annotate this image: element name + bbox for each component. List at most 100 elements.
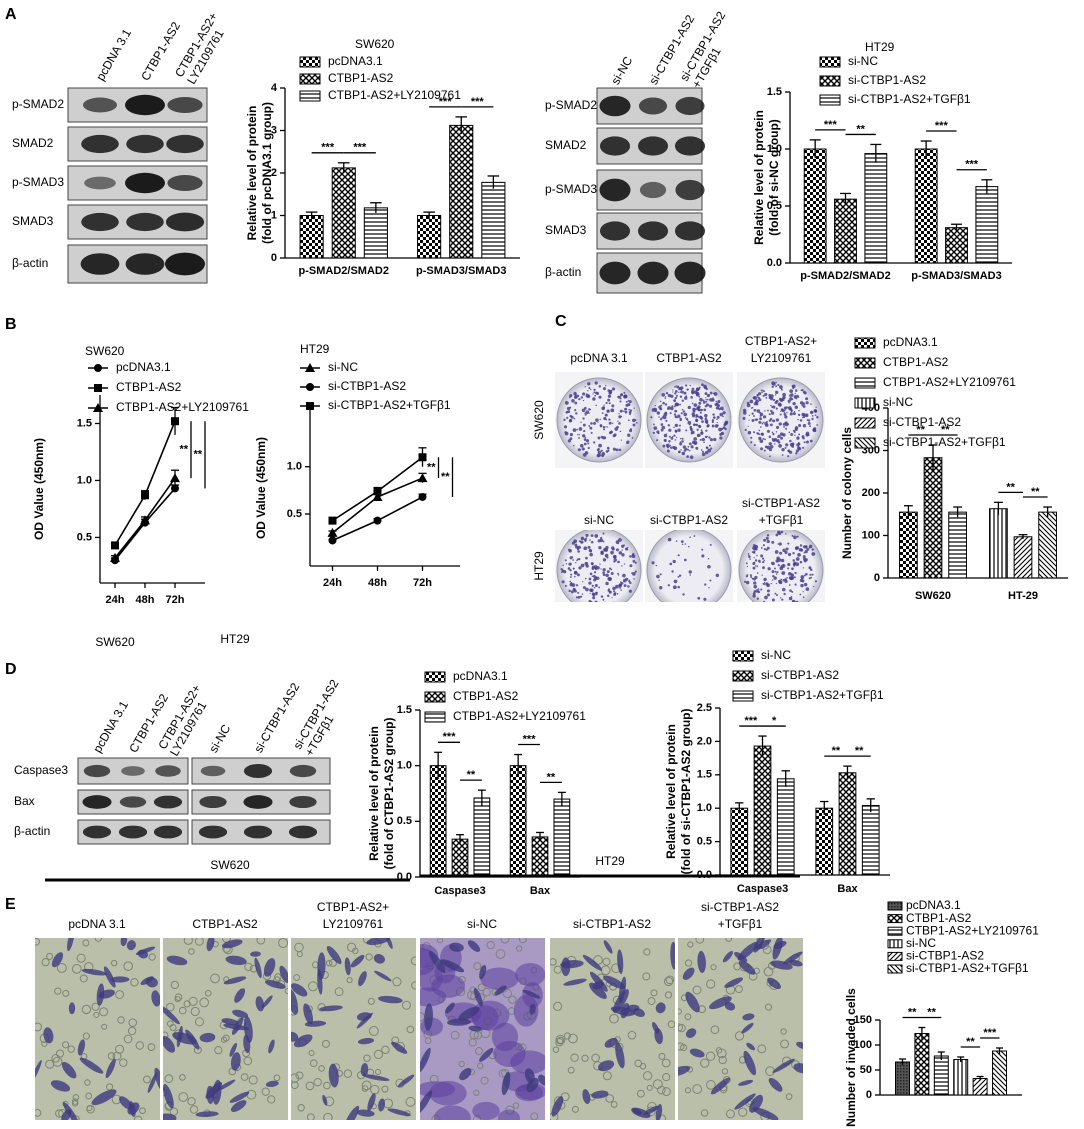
colony [571,399,575,403]
pore [642,972,651,981]
colony [787,542,790,545]
pore [318,1065,325,1072]
blot-band [121,766,145,776]
colony [708,587,710,589]
colony [678,388,680,391]
colony [686,388,689,391]
y-tick-label: 1.0 [77,474,92,486]
colony [704,450,709,455]
pore [243,1056,253,1066]
y-axis-label: OD Value (450nm) [32,438,46,540]
colony [667,537,672,542]
colony [609,567,612,570]
colony [610,550,614,555]
y-axis-label: (fold of CTBP1-AS2 group) [382,718,396,870]
pore [297,1104,305,1112]
colony [790,573,795,577]
colony [673,399,677,402]
x-tick-label: p-SMAD3/SMAD3 [911,270,1001,282]
photo-label: CTBP1-AS2 [192,917,258,931]
colony [751,419,755,423]
pore [190,1006,200,1017]
colony [608,402,611,405]
photo-label: si-CTBP1-AS2 [701,900,779,914]
y-tick-label: 150 [854,1014,872,1026]
colony [778,397,782,401]
marker [373,516,382,525]
colony [607,398,611,402]
colony [596,576,600,580]
colony [793,411,796,413]
colony [718,427,723,432]
colony [709,543,712,546]
photo-bg [35,938,160,1120]
colony [750,441,753,444]
colony [782,587,786,592]
pore [500,938,510,944]
colony [783,566,786,568]
colony [791,442,795,446]
colony [801,435,805,438]
pore [117,1016,125,1024]
colony [771,598,775,602]
pore [82,1032,90,1040]
colony [618,415,622,419]
colony [708,394,710,396]
y-tick-label: 0 [271,252,277,264]
cell [493,1040,526,1068]
colony [770,582,773,585]
colony [809,573,812,576]
colony [573,444,575,447]
cell [344,957,351,976]
colony [673,579,678,584]
pore [519,938,527,944]
cell [77,1039,86,1056]
cell [710,1077,731,1095]
cell [326,945,342,965]
colony [798,433,801,436]
colony [580,421,582,423]
pore [687,941,694,948]
colony [582,581,584,583]
colony [572,587,576,592]
cell [147,1072,158,1093]
colony [713,437,717,442]
colony [773,567,776,570]
pore [174,996,181,1003]
colony [788,576,793,580]
colony-photo [555,530,643,608]
colony [615,448,619,452]
colony [803,551,806,554]
blot-band [153,825,183,839]
marker [93,403,103,412]
colony [804,558,808,562]
panel-letter: C [555,313,567,330]
colony [585,410,590,415]
colony [627,433,631,437]
x-tick-label: p-SMAD2/SMAD2 [800,270,890,282]
bar [834,198,857,264]
colony [707,448,712,453]
y-tick-label: 1.5 [697,769,712,781]
pore [515,945,523,952]
colony [708,436,711,439]
cell [772,938,783,960]
legend-label: si-NC [848,54,878,68]
cell [81,968,107,976]
pore [188,996,198,1006]
colony [592,604,596,608]
colony [802,415,806,419]
colony [629,581,632,585]
chart-title: HT29 [865,40,895,54]
colony [623,391,626,394]
error-bar [843,765,852,780]
colony [569,406,572,409]
colony [756,393,759,397]
blot-band [167,96,203,114]
colony [658,416,660,418]
colony [581,447,585,451]
colony [778,542,782,546]
colony [683,391,687,395]
colony [627,399,630,402]
colony [598,385,602,388]
